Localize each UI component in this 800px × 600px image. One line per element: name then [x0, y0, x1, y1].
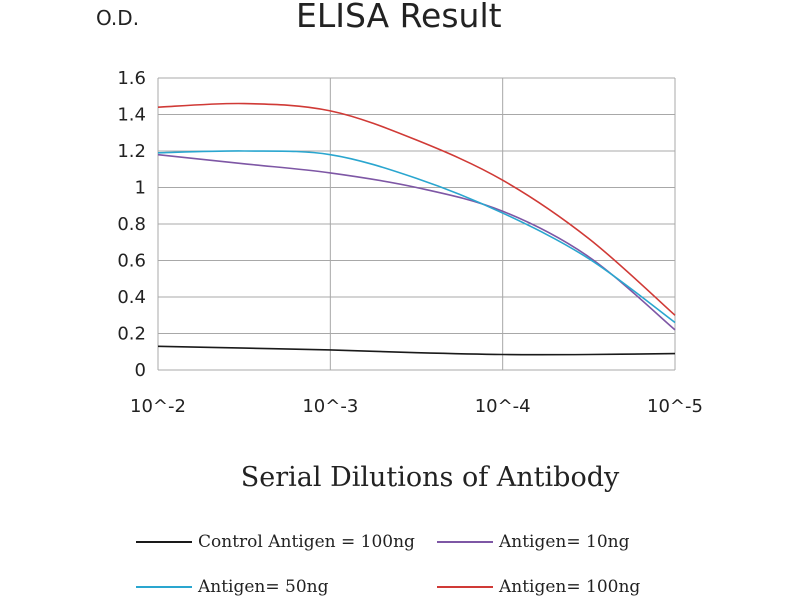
y-tick-label: 0.2 [117, 324, 146, 345]
series-line-50ng [157, 150, 676, 324]
x-axis-label: Serial Dilutions of Antibody [240, 462, 620, 493]
legend-item-10ng: Antigen= 10ng [437, 532, 630, 552]
x-tick-label: 10^-2 [130, 396, 186, 417]
legend-swatch-100ng [437, 586, 493, 588]
legend-swatch-10ng [437, 541, 493, 543]
legend-label-100ng: Antigen= 100ng [499, 577, 641, 597]
y-tick-label: 1.6 [117, 68, 146, 89]
series-line-10ng [157, 153, 676, 331]
y-tick-label: 1.2 [117, 141, 146, 162]
x-tick-label: 10^-5 [647, 396, 703, 417]
legend-item-100ng: Antigen= 100ng [437, 577, 640, 597]
legend-item-control: Control Antigen = 100ng [136, 532, 415, 552]
y-tick-label: 0.4 [117, 287, 146, 308]
y-tick-label: 1.4 [117, 105, 146, 126]
series-line-100ng [157, 102, 676, 316]
legend-item-50ng: Antigen= 50ng [136, 577, 329, 597]
y-axis-label: O.D. [96, 6, 140, 30]
y-tick-label: 0.6 [117, 251, 146, 272]
elisa-line-chart: 0 0.2 0.4 0.6 0.8 1 1.2 1.4 1.6 10^-2 10^-3 10^-4 10… [117, 68, 703, 417]
legend-label-control: Control Antigen = 100ng [198, 532, 415, 552]
legend-label-10ng: Antigen= 10ng [499, 532, 630, 552]
legend-swatch-50ng [136, 586, 192, 588]
chart-title: ELISA Result [296, 0, 502, 35]
x-tick-label: 10^-4 [475, 396, 531, 417]
y-tick-label: 1 [135, 178, 146, 199]
x-tick-label: 10^-3 [302, 396, 358, 417]
legend-swatch-control [136, 541, 192, 543]
legend-label-50ng: Antigen= 50ng [198, 577, 329, 597]
y-tick-label: 0 [135, 360, 146, 381]
y-tick-label: 0.8 [117, 214, 146, 235]
series-line-control [157, 345, 676, 356]
